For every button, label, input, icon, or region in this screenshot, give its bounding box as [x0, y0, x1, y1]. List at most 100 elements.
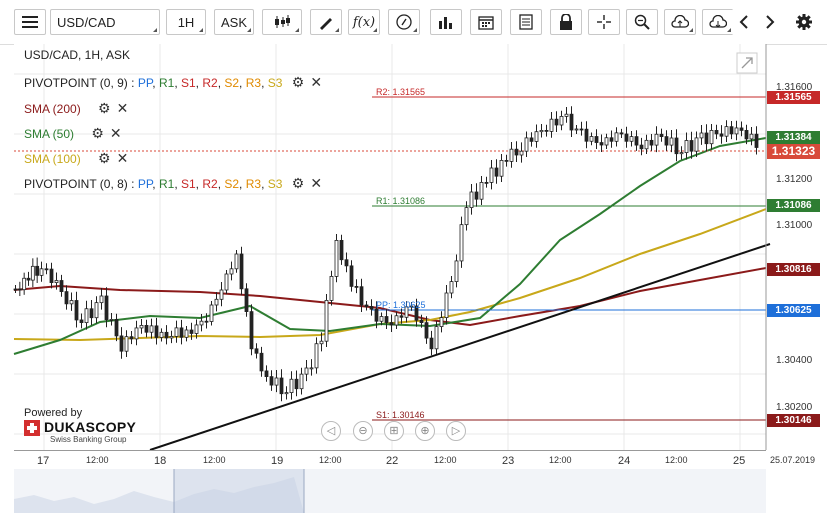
calendar-button[interactable]	[470, 9, 502, 35]
price-axis-label: 1.31000	[776, 220, 813, 231]
legend-pivot-1-name: PIVOTPOINT (0, 9)	[24, 76, 128, 90]
legend-s3: S3	[267, 177, 283, 191]
nav-left-button[interactable]: ◁	[321, 421, 341, 441]
r2-label: R2: 1.31565	[376, 87, 425, 97]
crosshair-icon	[597, 15, 611, 29]
legend-sma-100-name: SMA (100)	[24, 152, 81, 166]
menu-icon[interactable]	[14, 9, 46, 35]
price-type-selector[interactable]: ASK	[214, 9, 254, 35]
legend-r3: R3	[245, 177, 262, 191]
legend-r2: R2	[202, 76, 218, 90]
legend-sma-200: SMA (200) ⚙ ✕	[24, 100, 128, 117]
navigator-strip[interactable]	[14, 469, 766, 513]
powered-by-text: Powered by	[24, 407, 83, 419]
zoom-out-button[interactable]: ⊖	[353, 421, 373, 441]
price-tag-r2: 1.31565	[767, 91, 820, 104]
volume-button[interactable]	[430, 9, 462, 35]
timeframe-label: 1H	[177, 14, 195, 30]
price-tag-current: 1.31323	[767, 144, 820, 159]
sma-50-line	[13, 137, 767, 355]
chart-title: USD/CAD, 1H, ASK	[24, 48, 131, 62]
close-icon[interactable]: ✕	[109, 125, 122, 141]
legend-pivot-1: PIVOTPOINT (0, 9) : PP, R1, S1, R2, S2, …	[24, 74, 323, 90]
symbol-selector[interactable]: USD/CAD	[50, 9, 160, 35]
gear-icon[interactable]: ⚙	[98, 100, 111, 116]
price-tag-sma50: 1.31384	[767, 131, 820, 144]
upload-button[interactable]	[664, 9, 696, 35]
cloud-upload-icon	[671, 15, 689, 28]
gear-icon[interactable]: ⚙	[291, 74, 305, 90]
chevron-left-icon	[739, 15, 748, 29]
time-label: 19	[271, 455, 284, 467]
price-axis-label: 1.30400	[776, 355, 813, 366]
gear-icon[interactable]: ⚙	[291, 175, 305, 191]
legend-s1: S1	[180, 177, 196, 191]
indicators-button[interactable]: f(x)	[348, 9, 380, 35]
scroll-right-button[interactable]	[758, 9, 782, 35]
legend-r1: R1	[158, 177, 175, 191]
time-label: 25	[733, 455, 746, 467]
price-axis-label: 1.30200	[776, 402, 813, 413]
time-axis-line	[14, 450, 766, 451]
company-name: DUKASCOPY	[44, 419, 137, 435]
time-label: 24	[618, 455, 631, 467]
r1-label: R1: 1.31086	[376, 196, 425, 206]
settings-button[interactable]	[790, 9, 818, 35]
price-axis-label: 1.31200	[776, 174, 813, 185]
legend-pivot-2: PIVOTPOINT (0, 8) : PP, R1, S1, R2, S2, …	[24, 175, 323, 191]
zoom-button[interactable]	[626, 9, 658, 35]
gear-icon[interactable]: ⚙	[91, 125, 104, 141]
info-icon	[396, 14, 412, 30]
price-tag-sma200: 1.30816	[767, 263, 820, 276]
document-icon	[519, 14, 533, 30]
price-chart[interactable]: R2: 1.31565 R1: 1.31086 PP: 1.30625 S1: …	[0, 44, 827, 450]
zoom-icon	[634, 14, 650, 30]
price-tag-s1: 1.30146	[767, 414, 820, 427]
news-button[interactable]	[510, 9, 542, 35]
legend-s2: S2	[224, 76, 240, 90]
time-label: 23	[502, 455, 515, 467]
price-axis-label: 1.31600	[776, 82, 813, 93]
gear-icon[interactable]: ⚙	[98, 150, 111, 166]
timeframe-selector[interactable]: 1H	[166, 9, 206, 35]
info-button[interactable]	[388, 9, 420, 35]
legend-sma-50-name: SMA (50)	[24, 127, 75, 141]
lock-button[interactable]	[550, 9, 582, 35]
swiss-cross-logo	[24, 420, 40, 436]
close-icon[interactable]: ✕	[116, 100, 129, 116]
legend-s3: S3	[267, 76, 283, 90]
time-label: 25.07.2019	[770, 455, 816, 465]
legend-sma-100: SMA (100) ⚙ ✕	[24, 150, 128, 167]
time-label: 12:00	[319, 455, 342, 465]
trendline	[149, 243, 771, 450]
time-label: 12:00	[203, 455, 226, 465]
time-label: 12:00	[86, 455, 109, 465]
zoom-in-button[interactable]: ⊕	[415, 421, 435, 441]
price-tag-pp: 1.30625	[767, 304, 820, 317]
time-label: 12:00	[549, 455, 572, 465]
legend-s2: S2	[224, 177, 240, 191]
calendar-icon	[478, 16, 494, 30]
time-label: 18	[154, 455, 167, 467]
close-icon[interactable]: ✕	[116, 150, 129, 166]
scroll-left-button[interactable]	[732, 9, 756, 35]
cloud-download-icon	[709, 15, 727, 28]
close-icon[interactable]: ✕	[310, 74, 323, 90]
toolbar: USD/CAD 1H ASK f(x)	[0, 0, 827, 45]
symbol-label: USD/CAD	[57, 14, 116, 30]
expand-icon[interactable]	[736, 52, 758, 74]
legend-pivot-2-name: PIVOTPOINT (0, 8)	[24, 177, 128, 191]
draw-tool-button[interactable]	[310, 9, 342, 35]
pp-label: PP: 1.30625	[376, 300, 426, 310]
download-button[interactable]	[702, 9, 734, 35]
lock-icon	[560, 14, 572, 30]
price-tag-r1: 1.31086	[767, 199, 820, 212]
chart-type-button[interactable]	[262, 9, 302, 35]
nav-right-button[interactable]: ▷	[446, 421, 466, 441]
chevron-right-icon	[766, 15, 775, 29]
reset-view-button[interactable]: ⊞	[384, 421, 404, 441]
crosshair-button[interactable]	[588, 9, 620, 35]
navigator-window[interactable]	[174, 469, 304, 513]
legend-r1: R1	[158, 76, 175, 90]
close-icon[interactable]: ✕	[310, 175, 323, 191]
